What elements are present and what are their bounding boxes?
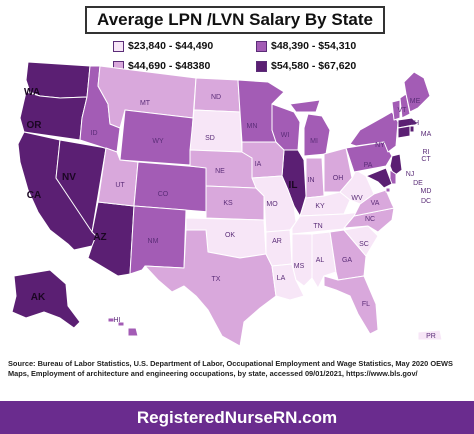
state-label-tx: TX — [212, 276, 221, 283]
state-ct — [397, 125, 411, 139]
state-me — [403, 71, 431, 113]
state-fl — [323, 275, 379, 335]
state-label-ok: OK — [225, 232, 235, 239]
state-sc — [343, 225, 379, 257]
legend-swatch-tier-2 — [256, 40, 267, 52]
state-label-il: IL — [289, 180, 298, 191]
state-tx — [144, 229, 277, 347]
state-wv — [339, 169, 375, 205]
state-label-ks: KS — [223, 200, 233, 207]
state-dc — [385, 187, 391, 193]
state-label-mn: MN — [247, 123, 258, 130]
source-note: Source: Bureau of Labor Statistics, U.S.… — [8, 359, 453, 379]
footer-site-name: RegisteredNurseRN.com — [136, 407, 338, 427]
state-label-ut: UT — [115, 182, 125, 189]
state-label-mo: MO — [266, 201, 278, 208]
state-md — [365, 167, 393, 189]
state-label-ak: AK — [31, 292, 46, 303]
state-label-md: MD — [421, 188, 432, 195]
state-label-or: OR — [27, 120, 43, 131]
state-label-nm: NM — [148, 238, 159, 245]
state-label-nc: NC — [365, 216, 375, 223]
state-nj — [389, 153, 403, 177]
state-label-in: IN — [308, 177, 315, 184]
state-label-ny: NY — [375, 142, 385, 149]
state-label-de: DE — [413, 180, 423, 187]
legend-swatch-tier-0 — [113, 40, 124, 52]
state-ar — [265, 229, 293, 267]
state-label-ma: MA — [421, 131, 432, 138]
state-label-oh: OH — [333, 175, 344, 182]
state-label-fl: FL — [362, 301, 370, 308]
state-label-sc: SC — [359, 241, 369, 248]
state-label-wa: WA — [24, 87, 40, 98]
state-label-me: ME — [410, 98, 421, 105]
title-box: Average LPN /LVN Salary By State — [85, 6, 385, 34]
legend-item-tier-0: $23,840 - $44,490 — [113, 40, 213, 52]
state-label-va: VA — [371, 200, 380, 207]
state-label-ia: IA — [255, 161, 262, 168]
state-label-co: CO — [158, 191, 169, 198]
state-label-al: AL — [316, 257, 325, 264]
legend-label-tier-2: $48,390 - $54,310 — [271, 40, 357, 52]
state-ks — [205, 185, 265, 221]
state-hi — [107, 317, 139, 337]
legend-label-tier-3: $54,580 - $67,620 — [271, 60, 357, 72]
state-label-nv: NV — [62, 172, 76, 183]
state-label-wv: WV — [351, 195, 363, 202]
state-label-id: ID — [91, 130, 98, 137]
legend-label-tier-1: $44,690 - $48380 — [128, 60, 211, 72]
state-co — [133, 161, 213, 213]
state-label-tn: TN — [313, 223, 322, 230]
state-label-ne: NE — [215, 168, 225, 175]
footer-banner: RegisteredNurseRN.com — [0, 401, 474, 434]
state-label-wy: WY — [152, 138, 164, 145]
state-label-la: LA — [277, 275, 286, 282]
state-label-ar: AR — [272, 238, 282, 245]
state-label-sd: SD — [205, 135, 215, 142]
state-label-dc: DC — [421, 198, 431, 205]
state-label-nj: NJ — [406, 171, 415, 178]
state-label-ct: CT — [421, 156, 431, 163]
state-wi — [271, 103, 301, 151]
legend-item-tier-3: $54,580 - $67,620 — [256, 60, 356, 72]
state-label-ri: RI — [423, 149, 430, 156]
state-label-hi: HI — [114, 317, 121, 324]
state-label-pr: PR — [426, 333, 436, 340]
state-vt — [391, 99, 401, 121]
state-label-mi: MI — [310, 138, 318, 145]
state-label-pa: PA — [364, 162, 373, 169]
legend: $23,840 - $44,490 $44,690 - $48380 $48,3… — [113, 40, 363, 82]
state-nh — [399, 93, 411, 119]
legend-swatch-tier-3 — [256, 60, 267, 72]
state-label-az: AZ — [93, 232, 106, 243]
us-map: WA OR CA NV AZ AK IL ID MT WY UT CO NM ND SD NE KS OK TX MN… — [11, 61, 443, 347]
state-label-ga: GA — [342, 257, 352, 264]
state-ak — [11, 269, 81, 329]
state-ny — [349, 111, 399, 153]
map-title: Average LPN /LVN Salary By State — [97, 10, 373, 29]
state-label-mt: MT — [140, 100, 151, 107]
state-or — [19, 91, 88, 141]
state-ma — [397, 117, 419, 129]
legend-item-tier-2: $48,390 - $54,310 — [256, 40, 356, 52]
state-label-vt: VT — [398, 107, 408, 114]
state-label-nh: NH — [409, 120, 419, 127]
state-label-nd: ND — [211, 94, 221, 101]
state-sd — [189, 109, 243, 153]
state-label-ky: KY — [315, 203, 325, 210]
legend-label-tier-0: $23,840 - $44,490 — [128, 40, 214, 52]
state-pr — [417, 329, 443, 341]
state-label-wi: WI — [281, 132, 290, 139]
state-label-ms: MS — [294, 263, 305, 270]
state-label-ca: CA — [27, 190, 41, 201]
